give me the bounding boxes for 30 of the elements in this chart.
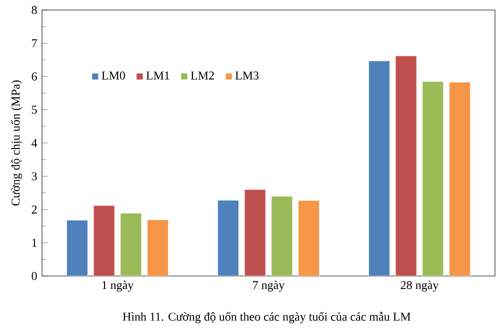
legend-label: LM0 (102, 71, 125, 80)
x-tick-label: 1 ngày (102, 280, 134, 292)
y-tick-label: 1 (32, 238, 37, 247)
bar (422, 81, 444, 276)
legend-label: LM1 (146, 72, 170, 80)
bar (244, 189, 266, 276)
x-tick-label: 28 ngày (400, 280, 439, 292)
bar (120, 212, 142, 276)
bar (368, 60, 390, 276)
legend-label: LM2 (190, 72, 214, 80)
legend-label: LM3 (235, 72, 259, 80)
bar (66, 220, 88, 276)
y-tick-label: 0 (32, 272, 37, 280)
y-tick-label: 3 (32, 172, 37, 180)
y-tick-label: 5 (32, 106, 37, 114)
bar (448, 82, 471, 276)
y-axis-title: Cường độ chịu uốn (MPa) (10, 80, 22, 206)
bar (146, 220, 169, 276)
y-tick-label: 8 (32, 6, 37, 14)
y-tick-label: 7 (32, 39, 37, 48)
bar (217, 200, 240, 276)
bar (93, 205, 115, 276)
text: Hình 11. Cường độ uốn theo các ngày tuổi của các mẫu LM (122, 312, 411, 324)
bar (395, 56, 417, 276)
y-tick-label: 6 (32, 72, 37, 81)
bar (271, 196, 293, 276)
y-tick-label: 2 (32, 206, 37, 214)
y-tick-label: 4 (32, 139, 38, 147)
bar (298, 200, 320, 276)
x-tick-label: 7 ngày (253, 280, 285, 292)
